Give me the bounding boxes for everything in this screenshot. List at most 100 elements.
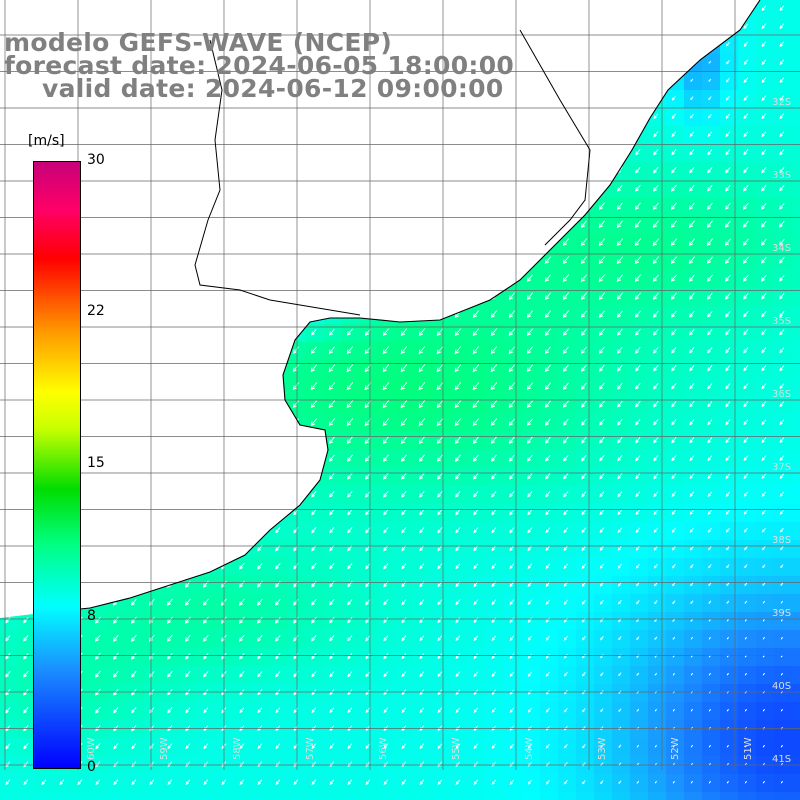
wind-cell	[702, 720, 721, 739]
wind-cell	[360, 396, 379, 415]
wind-cell	[576, 378, 595, 397]
wind-arrow	[635, 491, 641, 498]
wind-cell	[522, 432, 541, 451]
wind-arrow	[707, 383, 713, 390]
wind-arrow	[238, 598, 245, 606]
wind-cell	[630, 414, 649, 433]
wind-cell	[450, 468, 469, 487]
wind-arrow	[275, 598, 281, 606]
wind-cell	[792, 72, 800, 91]
wind-cell	[576, 540, 595, 559]
wind-cell	[630, 270, 649, 289]
wind-arrow	[654, 600, 658, 605]
wind-arrow	[455, 671, 461, 678]
wind-arrow	[490, 364, 498, 373]
wind-cell	[90, 648, 109, 667]
wind-arrow	[400, 328, 408, 337]
wind-cell	[558, 414, 577, 433]
wind-arrow	[672, 780, 675, 784]
wind-arrow	[779, 77, 785, 84]
wind-arrow	[706, 274, 713, 282]
wind-arrow	[203, 707, 209, 714]
wind-cell	[450, 630, 469, 649]
wind-cell	[396, 558, 415, 577]
wind-arrow	[148, 616, 155, 624]
wind-arrow	[545, 653, 550, 659]
wind-cell	[666, 342, 685, 361]
wind-cell	[144, 792, 163, 800]
wind-cell	[72, 774, 91, 793]
wind-arrow	[383, 563, 389, 570]
wind-cell	[612, 396, 631, 415]
wind-cell	[630, 486, 649, 505]
wind-arrow	[382, 454, 389, 462]
wind-cell	[270, 738, 289, 757]
wind-cell	[684, 594, 703, 613]
wind-cell	[558, 774, 577, 793]
wind-cell	[180, 684, 199, 703]
wind-cell	[738, 684, 757, 703]
wind-arrow	[400, 400, 408, 409]
wind-cell	[648, 702, 667, 721]
wind-arrow	[455, 779, 461, 785]
wind-arrow	[383, 617, 389, 624]
wind-arrow	[544, 274, 552, 283]
wind-arrow	[617, 563, 622, 569]
wind-cell	[612, 324, 631, 343]
wind-arrow	[581, 473, 587, 480]
wind-cell	[540, 648, 559, 667]
wind-cell	[306, 504, 325, 523]
wind-cell	[180, 666, 199, 685]
wind-arrow	[653, 545, 658, 551]
wind-cell	[324, 774, 343, 793]
wind-cell	[486, 630, 505, 649]
wind-cell	[432, 648, 451, 667]
wind-cell	[522, 378, 541, 397]
wind-cell	[126, 702, 145, 721]
wind-cell	[774, 36, 793, 55]
wind-cell	[648, 792, 667, 800]
wind-cell	[738, 792, 757, 800]
wind-cell	[756, 270, 775, 289]
wind-arrow	[365, 761, 371, 768]
wind-cell	[324, 684, 343, 703]
wind-arrow	[743, 365, 749, 372]
wind-cell	[666, 738, 685, 757]
wind-cell	[594, 342, 613, 361]
wind-arrow	[779, 329, 785, 336]
wind-cell	[576, 468, 595, 487]
wind-arrow	[239, 779, 245, 786]
wind-cell	[594, 306, 613, 325]
wind-arrow	[779, 23, 785, 30]
wind-cell	[180, 594, 199, 613]
wind-cell	[378, 774, 397, 793]
wind-cell	[396, 450, 415, 469]
wind-cell	[720, 252, 739, 271]
wind-cell	[486, 468, 505, 487]
wind-arrow	[509, 527, 515, 534]
wind-cell	[684, 72, 703, 91]
wind-arrow	[239, 562, 245, 570]
wind-arrow	[490, 436, 497, 444]
wind-cell	[792, 54, 800, 73]
wind-cell	[504, 432, 523, 451]
wind-cell	[792, 720, 800, 739]
wind-cell	[432, 396, 451, 415]
wind-arrow	[779, 184, 785, 192]
wind-arrow	[544, 346, 551, 355]
wind-arrow	[726, 780, 729, 784]
wind-cell	[612, 540, 631, 559]
wind-arrow	[95, 670, 101, 678]
wind-arrow	[401, 490, 407, 498]
wind-cell	[450, 684, 469, 703]
wind-arrow	[653, 473, 659, 480]
wind-cell	[756, 612, 775, 631]
wind-cell	[792, 180, 800, 199]
wind-cell	[306, 342, 325, 361]
wind-cell	[522, 612, 541, 631]
wind-arrow	[436, 400, 444, 409]
wind-arrow	[329, 743, 335, 750]
wind-cell	[252, 720, 271, 739]
wind-arrow	[292, 346, 299, 354]
wind-cell	[756, 126, 775, 145]
